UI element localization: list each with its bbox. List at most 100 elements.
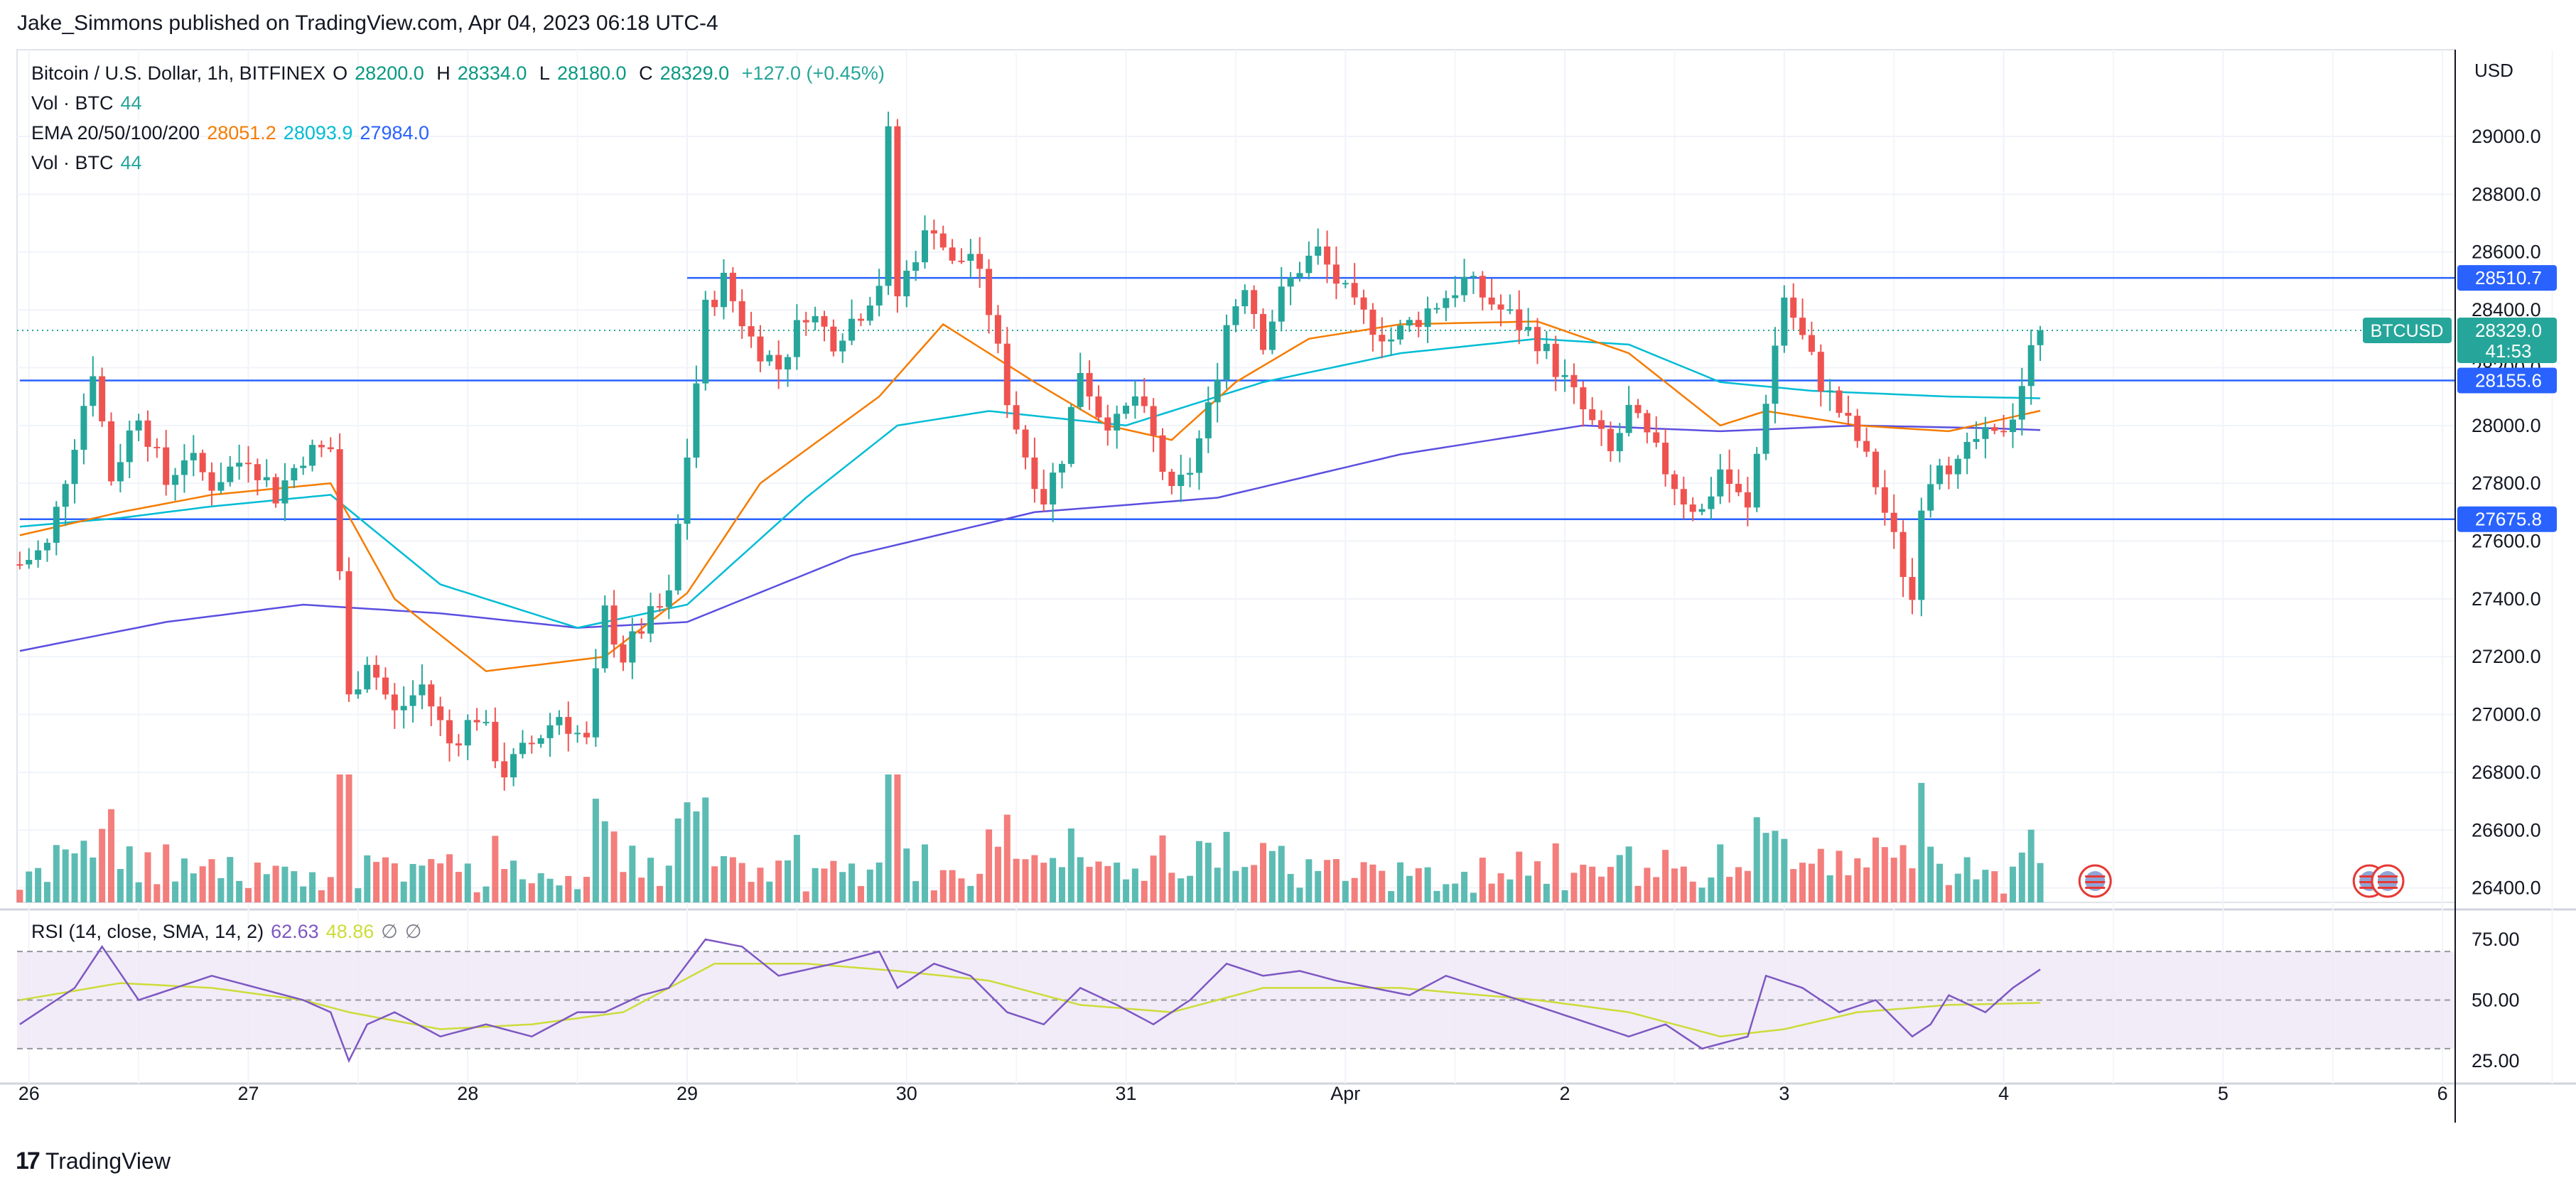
volume-bar [80, 841, 87, 902]
candle-body [1104, 417, 1111, 431]
volume-bar [1653, 877, 1660, 902]
volume-bar [1772, 831, 1779, 902]
volume-bar [1260, 843, 1267, 902]
ema100-value: 27984.0 [360, 122, 430, 144]
volume-bar [1360, 862, 1367, 902]
candle-body [857, 318, 864, 321]
volume-bar [1808, 863, 1815, 902]
volume-bar [812, 868, 819, 902]
volume-bar [775, 860, 782, 902]
volume-bar [419, 865, 426, 902]
candle-body [1388, 339, 1395, 342]
volume-bar [244, 887, 252, 902]
candle-body [1424, 308, 1431, 328]
volume-bar [1863, 867, 1870, 902]
candle-body [601, 605, 608, 669]
candle-body [1058, 463, 1065, 473]
candle-body [355, 689, 362, 695]
candle-body [1123, 405, 1130, 414]
ema50-value: 28093.9 [283, 122, 353, 144]
volume-bar [1973, 879, 1980, 902]
volume-bar [638, 878, 645, 902]
volume-bar [2018, 852, 2025, 902]
candle-body [1781, 297, 1788, 346]
volume-bar [821, 868, 828, 902]
volume-bar [272, 865, 279, 902]
candle-body [986, 269, 993, 315]
candle-body [1205, 402, 1212, 438]
close-label: C [639, 63, 653, 84]
candle-body [1973, 438, 1980, 442]
volume-bar [1534, 861, 1541, 902]
time-tick-label: 31 [1116, 1083, 1137, 1104]
price-tick-label: 26400.0 [2472, 878, 2541, 899]
volume-bar [702, 797, 709, 902]
low-value: 28180.0 [556, 63, 627, 84]
volume-bar [1433, 890, 1440, 902]
time-tick-label: 3 [1779, 1083, 1789, 1104]
candle-body [419, 684, 426, 696]
volume-bar [656, 885, 663, 902]
rsi-tick-label: 50.00 [2472, 990, 2520, 1011]
ema100-line [19, 424, 2041, 652]
candle-body [26, 560, 33, 565]
candle-body [1488, 297, 1495, 305]
candle-body [939, 233, 947, 248]
volume-bar [1095, 861, 1102, 902]
published-header: Jake_Simmons published on TradingView.co… [17, 11, 718, 35]
candle-body [775, 355, 782, 369]
candle-body [180, 460, 188, 475]
candle-body [1890, 512, 1897, 532]
volume-bar [1268, 850, 1276, 902]
price-tick-label: 27400.0 [2472, 588, 2541, 610]
candle-body [473, 720, 480, 723]
volume-bar [1415, 868, 1422, 902]
open-label: O [333, 63, 348, 84]
volume-bar [939, 870, 947, 902]
candle-body [1260, 313, 1267, 350]
candle-body [208, 472, 215, 491]
candle-body [729, 272, 736, 301]
candle-body [1342, 283, 1349, 285]
candle-body [1360, 297, 1367, 310]
volume-bar [729, 857, 736, 902]
volume-bar [1890, 858, 1897, 902]
countdown-text: 41:53 [2485, 340, 2531, 362]
candle-body [528, 742, 535, 745]
event-markers [2078, 864, 2405, 898]
volume-bar [1022, 859, 1029, 902]
volume-bar [693, 811, 700, 902]
candle-body [1415, 320, 1422, 328]
volume-bar [1141, 880, 1148, 902]
candle-body [720, 272, 727, 308]
volume-bar [1278, 846, 1285, 902]
candle-body [2027, 345, 2035, 387]
candle-body [693, 383, 700, 458]
volume-bar [1406, 875, 1413, 902]
tradingview-logo[interactable]: 17 TradingView [16, 1148, 171, 1175]
volume-bar [1918, 782, 1925, 902]
volume-bar [1543, 883, 1550, 902]
tradingview-logo-icon: 17 [16, 1148, 41, 1174]
candle-body [1570, 374, 1578, 388]
price-tick-label: 27600.0 [2472, 531, 2541, 552]
volume2-value: 44 [120, 152, 142, 173]
volume-bar [519, 879, 526, 902]
candle-body [1268, 321, 1276, 350]
candle-body [629, 631, 636, 663]
volume-bar [1177, 878, 1185, 902]
candle-body [2037, 330, 2044, 345]
volume-bar [857, 886, 864, 902]
candle-body [1936, 465, 1944, 485]
level-mid-tag [2457, 367, 2557, 394]
candle-body [1772, 345, 1779, 404]
symbol-legend: Bitcoin / U.S. Dollar, 1h, BITFINEX O 2820… [31, 63, 892, 85]
volume-bar [1332, 859, 1340, 902]
candle-body [1433, 308, 1440, 310]
volume-bar [43, 882, 50, 902]
time-tick-label: 29 [677, 1083, 698, 1104]
volume-bar [684, 802, 691, 902]
volume-bar [108, 809, 115, 902]
candle-body [748, 326, 755, 337]
